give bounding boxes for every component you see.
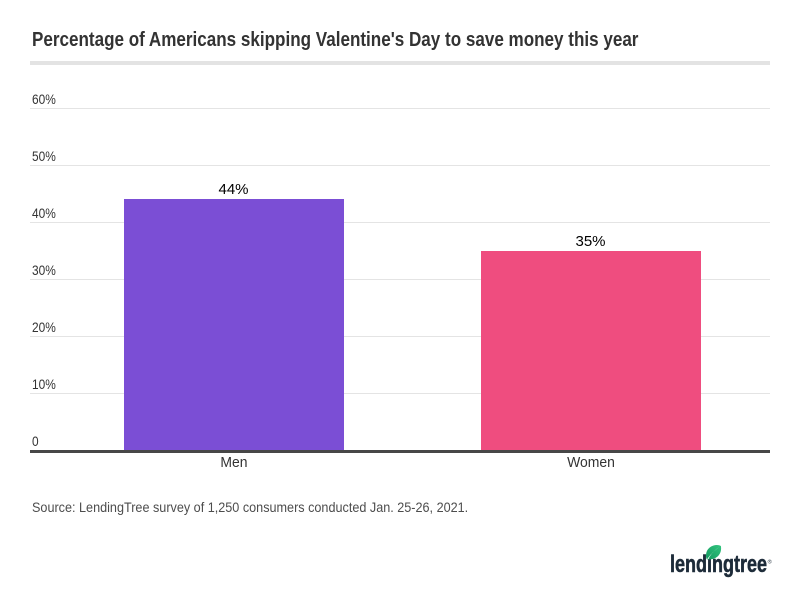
svg-text:®: ® xyxy=(768,559,772,566)
